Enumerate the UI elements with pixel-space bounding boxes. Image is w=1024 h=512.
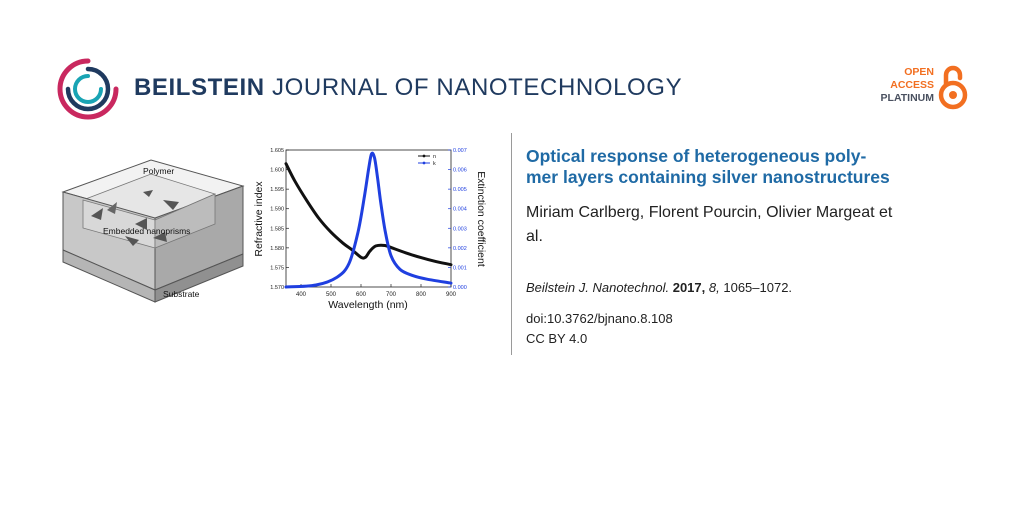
x-tick-label: 400 bbox=[296, 292, 307, 298]
nanoprism-2 bbox=[107, 202, 117, 214]
layer-schematic-diagram: Polymer Embedded nanoprisms Substrate bbox=[61, 159, 245, 303]
series-line-n bbox=[284, 162, 453, 267]
y-tick-label: 1.580 bbox=[270, 246, 284, 252]
journal-title-rest: JOURNAL OF NANOTECHNOLOGY bbox=[272, 74, 683, 101]
refractive-index-chart: 400 500 600 700 800 900 1.570 1.575 1.580 1.585 1… bbox=[250, 142, 490, 317]
nanoprism-4 bbox=[163, 200, 179, 210]
y2-tick-label: 0.007 bbox=[453, 148, 467, 154]
y2-tick-label: 0.001 bbox=[453, 265, 467, 271]
legend-label-n: n bbox=[433, 154, 436, 160]
citation-pages: 1065–1072. bbox=[723, 280, 793, 295]
legend-marker-n bbox=[422, 154, 426, 158]
y-tick-label: 1.600 bbox=[270, 168, 284, 174]
nanoprism-7 bbox=[153, 232, 167, 242]
label-polymer: Polymer bbox=[143, 166, 174, 176]
authors-line-1: Miriam Carlberg, Florent Pourcin, Olivie… bbox=[526, 204, 893, 221]
series-line-k bbox=[284, 151, 453, 289]
open-access-badge: OPEN ACCESS PLATINUM bbox=[862, 62, 972, 112]
y2-tick-label: 0.005 bbox=[453, 187, 467, 193]
y-tick-label: 1.570 bbox=[270, 285, 284, 291]
y-axis-label: Refractive index bbox=[253, 181, 265, 257]
authors-line-2: al. bbox=[526, 228, 543, 245]
article-title-line-2: mer layers containing silver nanostructu… bbox=[526, 167, 890, 187]
citation-journal: Beilstein J. Nanotechnol. bbox=[526, 280, 670, 295]
nanoprism-5 bbox=[135, 218, 147, 230]
y-tick-label: 1.585 bbox=[270, 226, 284, 232]
y2-axis-label: Extinction coefficient bbox=[475, 171, 487, 267]
x-tick-label: 500 bbox=[326, 292, 337, 298]
y2-tick-label: 0.000 bbox=[453, 285, 467, 291]
journal-title-bold: BEILSTEIN bbox=[134, 74, 265, 101]
nanoprism-3 bbox=[143, 190, 153, 197]
y2-tick-label: 0.006 bbox=[453, 168, 467, 174]
nanoprism-6 bbox=[125, 236, 139, 246]
y-tick-label: 1.605 bbox=[270, 148, 284, 154]
y-tick-label: 1.575 bbox=[270, 265, 284, 271]
legend-label-k: k bbox=[433, 161, 436, 167]
x-tick-label: 600 bbox=[356, 292, 367, 298]
journal-logo-icon bbox=[57, 58, 119, 120]
citation-year: 2017, bbox=[672, 280, 706, 295]
y2-tick-label: 0.003 bbox=[453, 226, 467, 232]
open-access-word-access: ACCESS bbox=[890, 79, 934, 91]
schematic-illustration: Polymer Embedded nanoprisms Substrate bbox=[55, 150, 255, 310]
open-access-word-platinum: PLATINUM bbox=[880, 92, 934, 104]
label-embedded-nanoprisms: Embedded nanoprisms bbox=[103, 226, 190, 236]
x-tick-label: 900 bbox=[446, 292, 457, 298]
citation: Beilstein J. Nanotechnol. 2017, 8, 1065–… bbox=[526, 280, 792, 295]
open-access-word-open: OPEN bbox=[904, 66, 934, 78]
x-tick-label: 700 bbox=[386, 292, 397, 298]
y-tick-label: 1.595 bbox=[270, 187, 284, 193]
article-authors: Miriam Carlberg, Florent Pourcin, Olivie… bbox=[526, 201, 976, 249]
x-tick-label: 800 bbox=[416, 292, 427, 298]
nanoprism-1 bbox=[91, 208, 103, 220]
open-lock-icon bbox=[938, 65, 968, 110]
chart-svg: 400 500 600 700 800 900 1.570 1.575 1.580 1.585 1… bbox=[253, 148, 487, 311]
article-title-line-1: Optical response of heterogeneous poly- bbox=[526, 146, 867, 166]
y2-tick-label: 0.002 bbox=[453, 246, 467, 252]
journal-logo bbox=[56, 57, 120, 126]
vertical-divider bbox=[511, 133, 512, 355]
y2-tick-label: 0.004 bbox=[453, 207, 467, 213]
x-axis-label: Wavelength (nm) bbox=[328, 299, 408, 311]
y-tick-label: 1.590 bbox=[270, 207, 284, 213]
article-title[interactable]: Optical response of heterogeneous poly- … bbox=[526, 146, 976, 188]
journal-title[interactable]: BEILSTEIN JOURNAL OF NANOTECHNOLOGY bbox=[134, 74, 682, 102]
citation-volume: 8, bbox=[708, 280, 720, 295]
doi-link[interactable]: doi:10.3762/bjnano.8.108 bbox=[526, 311, 673, 326]
legend-marker-k bbox=[422, 161, 426, 165]
license-text: CC BY 4.0 bbox=[526, 331, 588, 346]
label-substrate: Substrate bbox=[163, 289, 200, 299]
